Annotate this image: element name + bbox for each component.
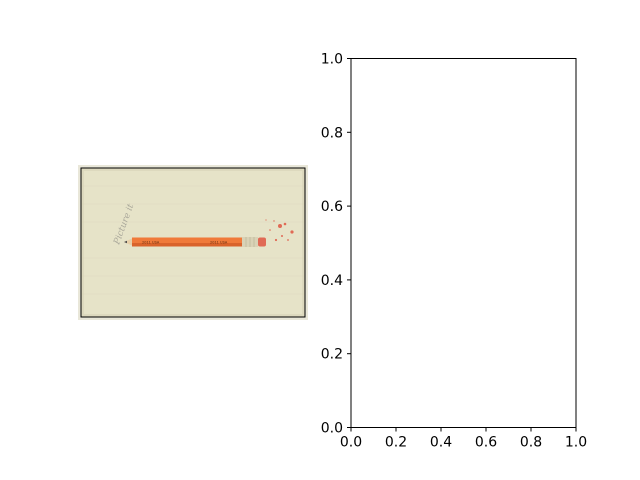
x-tick-label: 0.2 — [385, 435, 407, 451]
y-tick-label: 1.0 — [321, 52, 343, 68]
x-tick-label: 1.0 — [565, 435, 587, 451]
pencil-text-right: 2011 USA — [210, 241, 228, 245]
image-axes-frame — [80, 167, 306, 318]
plot-area — [350, 58, 577, 428]
pencil-text-left: 2011 USA — [142, 241, 160, 245]
x-tick-label: 0.4 — [430, 435, 452, 451]
x-tick-label: 0.0 — [340, 435, 362, 451]
pencil-lead — [124, 240, 127, 244]
y-axis: 0.0 0.2 0.4 0.6 0.8 1.0 — [321, 52, 351, 437]
y-tick-label: 0.8 — [321, 125, 343, 141]
pencil-body-shade — [132, 243, 242, 247]
eraser-shavings — [265, 219, 294, 242]
image-panel: Picture it 2011 USA 2011 USA — [78, 165, 308, 320]
pencil-tip — [124, 238, 132, 246]
x-axis: 0.0 0.2 0.4 0.6 0.8 1.0 — [340, 427, 587, 451]
pencil-body — [132, 237, 242, 247]
y-tick-label: 0.2 — [321, 347, 343, 363]
pencil-eraser — [258, 237, 266, 247]
y-tick-label: 0.0 — [321, 421, 343, 437]
pencil: 2011 USA 2011 USA — [124, 237, 266, 247]
empty-axes: 0.0 0.2 0.4 0.6 0.8 1.0 0.0 0.2 0.4 0.6 0.8 1.0 — [321, 52, 587, 451]
y-tick-label: 0.6 — [321, 199, 343, 215]
paper-ruled-lines — [81, 185, 305, 295]
x-tick-label: 0.8 — [520, 435, 542, 451]
x-tick-label: 0.6 — [475, 435, 497, 451]
y-tick-label: 0.4 — [321, 273, 343, 289]
